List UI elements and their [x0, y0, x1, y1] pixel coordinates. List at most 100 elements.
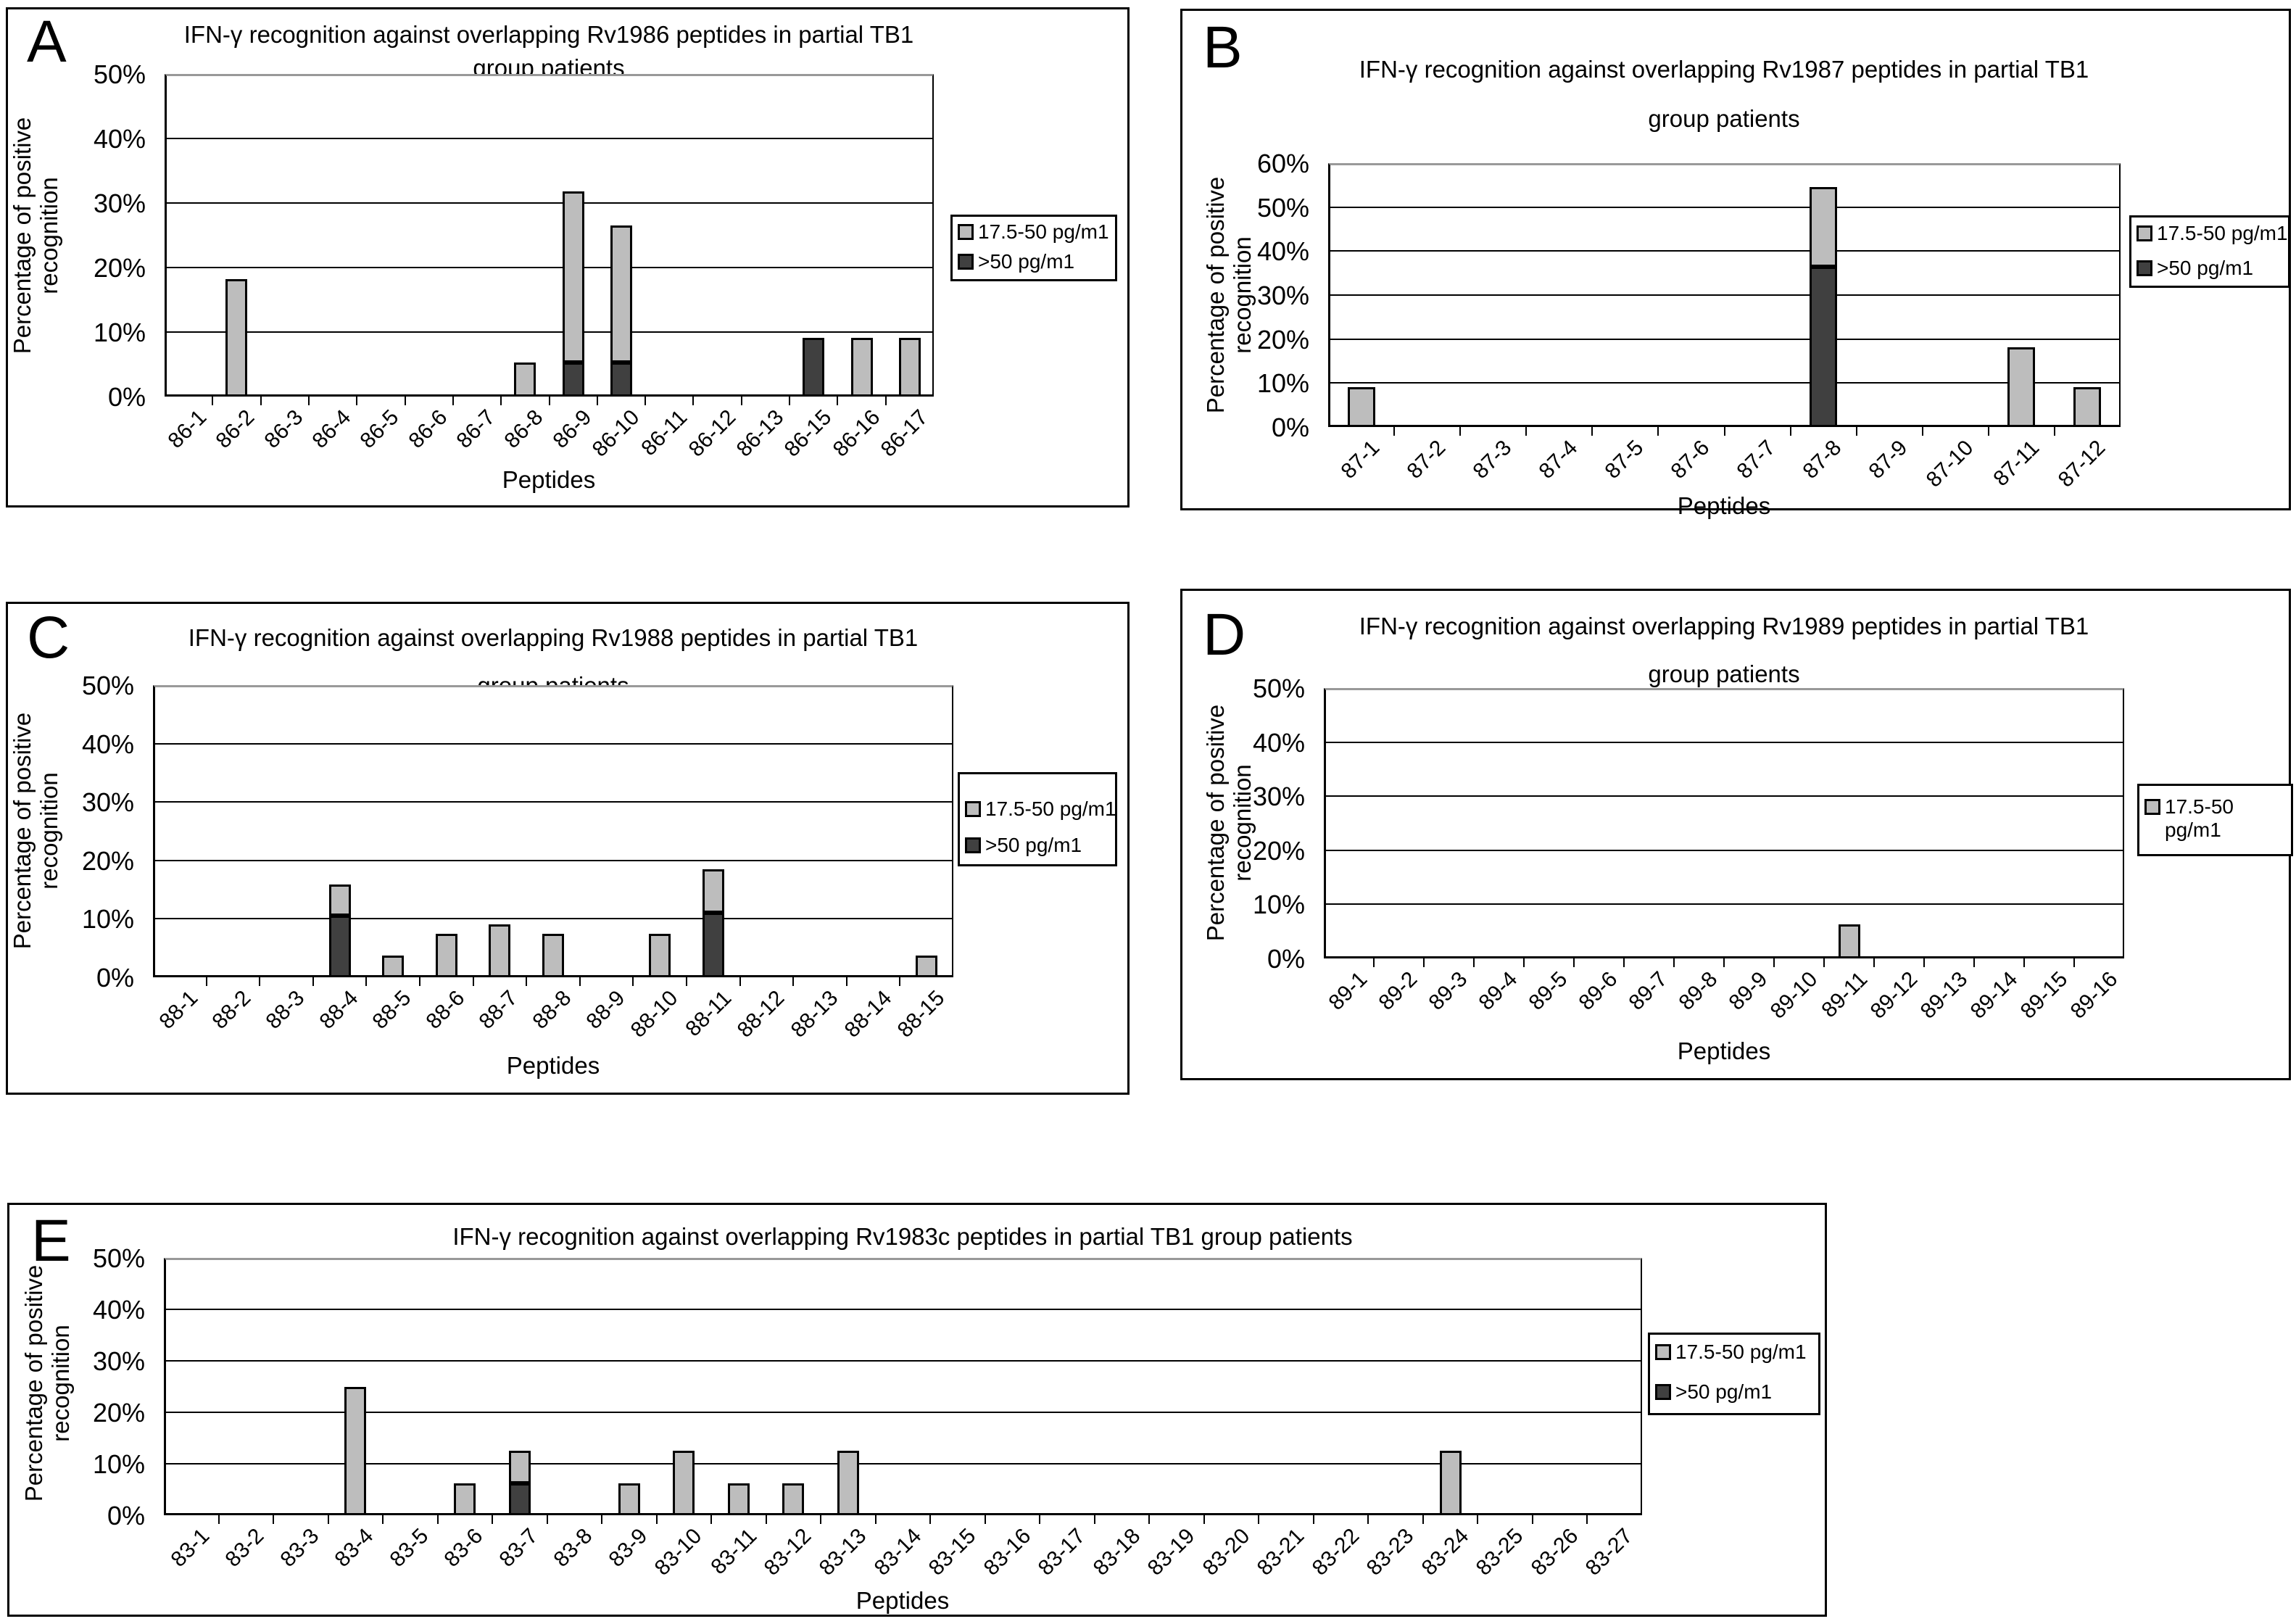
y-tick-label: 10% [93, 318, 146, 347]
y-tick-label: 10% [1256, 368, 1309, 399]
x-axis-tick [1657, 427, 1659, 436]
x-axis-tick [740, 397, 742, 405]
chart-title-line: IFN-γ recognition against overlapping Rv… [188, 624, 919, 651]
x-axis-tick [365, 977, 368, 986]
x-axis-tick [1422, 1515, 1424, 1524]
x-axis-tick [382, 1515, 384, 1524]
panel-d-rv1989-chart: D IFN-γ recognition against overlapping R… [1180, 589, 2293, 1080]
bar-segment-light [454, 1483, 476, 1515]
bar-segment-light [850, 338, 873, 397]
bar-segment-light [702, 869, 724, 913]
bar-segment-dark [803, 338, 825, 397]
gridline [1328, 382, 2121, 384]
x-axis-tick [1789, 427, 1791, 436]
bar-segment-dark [1810, 267, 1838, 427]
legend-swatch-light [1655, 1344, 1671, 1360]
legend-swatch-dark [2137, 260, 2152, 276]
x-axis-tick [2053, 427, 2055, 436]
legend-label-line: 17.5-50 pg/m1 [1675, 1341, 1807, 1363]
gridline [153, 859, 953, 861]
bar-segment-light [1347, 386, 1375, 427]
legend-entry: 17.5-50 pg/m1 [1655, 1341, 1816, 1364]
y-tick-label: 30% [1256, 281, 1309, 310]
legend-label-line: >50 pg/m1 [2157, 257, 2254, 279]
bar-segment-light [673, 1451, 695, 1515]
x-axis-title: Peptides [855, 1587, 950, 1614]
gridline [1328, 338, 2121, 340]
y-tick-label: 50% [1256, 192, 1309, 223]
legend-box [2129, 215, 2290, 288]
legend-label-line: 17.5-50 pg/m1 [2157, 222, 2288, 244]
bar-segment-light [1439, 1451, 1462, 1515]
x-axis-tick [710, 1515, 713, 1524]
panel-b-rv1987-chart: B IFN-γ recognition against overlapping R… [1180, 9, 2291, 519]
x-axis-tick [452, 397, 454, 405]
y-tick-label: 20% [81, 845, 134, 876]
bar-segment-dark [328, 916, 351, 977]
legend-entry: >50 pg/m1 [958, 250, 1113, 273]
x-axis-title: Peptides [502, 466, 596, 493]
bar-segment-light [1810, 186, 1838, 268]
gridline [1328, 250, 2121, 252]
x-axis-tick [1723, 958, 1725, 967]
bar-segment-dark [562, 362, 584, 397]
x-axis-tick [596, 397, 598, 405]
y-tick-label: 20% [92, 1398, 145, 1428]
gridline [153, 801, 953, 803]
y-tick-label: 0% [107, 382, 146, 412]
y-tick-label: 50% [93, 59, 146, 89]
x-axis-tick [686, 977, 687, 986]
x-axis-tick [1855, 427, 1857, 436]
x-axis-tick [1573, 958, 1575, 967]
x-axis-tick [837, 397, 839, 405]
y-tick-label: 30% [81, 787, 134, 818]
x-axis-tick [259, 977, 261, 986]
legend-box [1648, 1333, 1820, 1415]
x-axis-tick [1923, 958, 1925, 967]
x-axis-tick [1312, 1515, 1314, 1524]
plot-area [153, 685, 953, 977]
y-tick-label: 20% [1256, 324, 1309, 355]
x-axis-tick [845, 977, 847, 986]
bar-segment-light [618, 1483, 640, 1515]
bar-segment-dark [610, 362, 632, 397]
x-axis-tick [1586, 1515, 1588, 1524]
panel-c-rv1988-chart: C IFN-γ recognition against overlapping R… [6, 602, 1130, 1095]
x-axis-tick [1148, 1515, 1151, 1524]
panel-letter: C [27, 605, 70, 671]
x-axis-tick [1531, 1515, 1533, 1524]
x-axis-tick [874, 1515, 876, 1524]
bar-segment-light [1838, 924, 1860, 958]
x-axis-title: Peptides [1677, 1037, 1771, 1064]
bar-segment-light [508, 1451, 531, 1483]
x-axis-tick [632, 977, 634, 986]
panel-a-rv1986-chart: A IFN-γ recognition against overlapping R… [6, 7, 1130, 508]
gridline [153, 742, 953, 745]
x-axis-tick [419, 977, 420, 986]
panel-e-rv1983c-chart: E IFN-γ recognition against overlapping R… [7, 1203, 1827, 1617]
legend-entry: 17.5-50 pg/m1 [965, 798, 1116, 821]
x-axis-tick [1093, 1515, 1095, 1524]
bar-segment-light [328, 884, 351, 916]
x-axis-tick [404, 397, 406, 405]
y-tick-label: 0% [1267, 944, 1305, 974]
legend-label: >50 pg/m1 [985, 834, 1082, 857]
panel-letter: E [31, 1208, 71, 1274]
bar-segment-light [344, 1386, 367, 1515]
x-axis-tick [820, 1515, 822, 1524]
bar-segment-light [2073, 386, 2102, 427]
x-axis-tick [1367, 1515, 1369, 1524]
legend-swatch-light [965, 801, 981, 817]
panel-letter: A [27, 9, 67, 75]
x-axis-tick [205, 977, 207, 986]
y-tick-label: 60% [1256, 149, 1309, 178]
legend-label-line: >50 pg/m1 [1675, 1380, 1773, 1403]
x-axis-tick [1477, 1515, 1479, 1524]
x-axis-tick [655, 1515, 658, 1524]
y-tick-label: 0% [1271, 413, 1309, 442]
y-tick-label: 0% [107, 1501, 145, 1530]
legend-box [958, 772, 1117, 866]
legend-entry: >50 pg/m1 [2137, 257, 2286, 280]
legend-label: 17.5-50 pg/m1 [2165, 795, 2234, 842]
